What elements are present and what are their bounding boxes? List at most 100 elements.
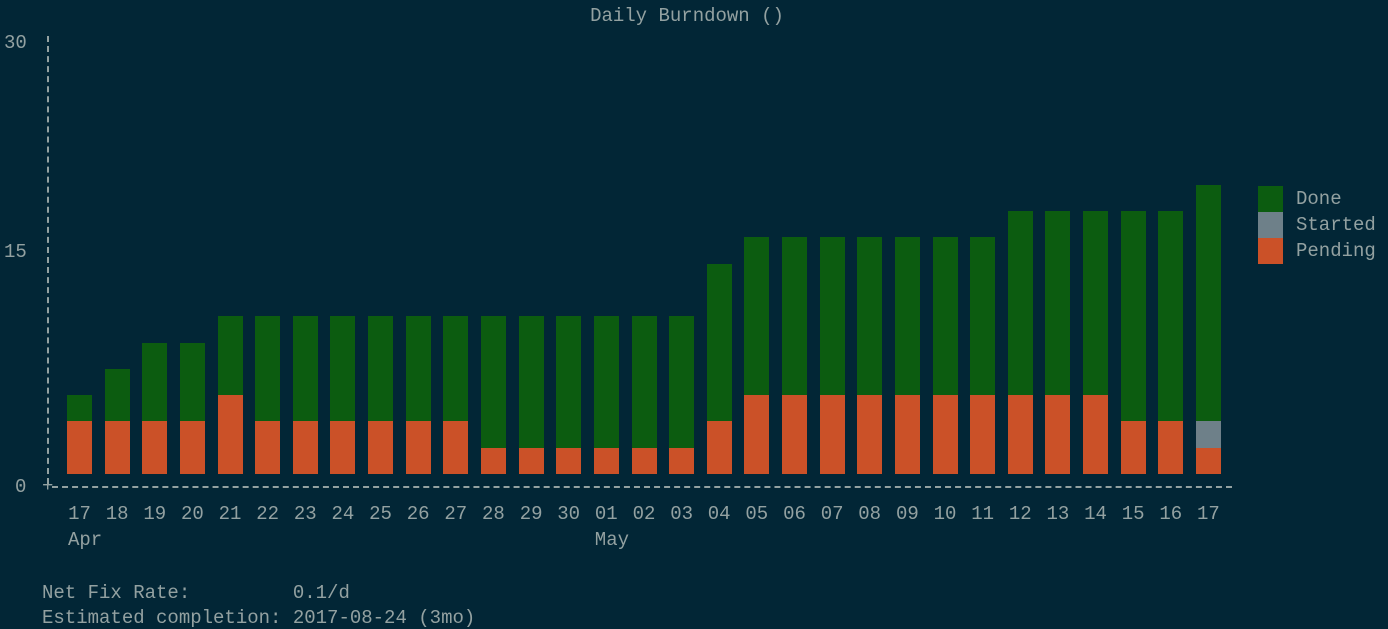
bar-pending [368, 421, 393, 474]
bar-done [669, 316, 695, 448]
x-tick-label: 12 [1008, 503, 1032, 525]
net-fix-rate: Net Fix Rate: 0.1/d [42, 582, 350, 604]
bar-done [368, 316, 393, 422]
bar-pending [1083, 395, 1108, 474]
bar-pending [1045, 395, 1071, 474]
x-tick-label: 26 [406, 503, 430, 525]
bar-pending [292, 421, 318, 474]
bar-pending [894, 395, 920, 474]
bar-pending [744, 395, 770, 474]
bar-done [932, 237, 958, 396]
bar-pending [857, 395, 883, 474]
bar-pending [255, 421, 281, 474]
bar-pending [1120, 421, 1146, 474]
bar-done [782, 237, 807, 396]
bar-done [744, 237, 770, 396]
bar-done [142, 342, 168, 422]
bar-pending [443, 421, 469, 474]
bar-done [706, 263, 732, 422]
bar-pending [782, 395, 807, 474]
x-tick-label: 06 [783, 503, 806, 525]
x-tick-label: 16 [1159, 503, 1183, 525]
bar-pending [819, 395, 845, 474]
y-tick-label: 15 [4, 241, 27, 263]
legend-swatch-started [1258, 212, 1283, 238]
bar-pending [932, 395, 958, 474]
net-fix-rate-value: 0.1/d [292, 582, 350, 604]
bar-pending [518, 447, 544, 474]
month-label: Apr [68, 529, 103, 551]
bar-pending [1158, 421, 1184, 474]
bar-started [1195, 421, 1221, 448]
bar-done [631, 316, 657, 448]
x-tick-label: 07 [820, 503, 844, 525]
x-tick-label: 25 [369, 503, 392, 525]
bar-pending [104, 421, 130, 474]
x-tick-label: 30 [557, 503, 581, 525]
x-axis [52, 486, 1232, 488]
estimated-completion-label: Estimated completion: [42, 607, 293, 629]
y-axis [47, 36, 49, 484]
estimated-completion-value: 2017-08-24 (3mo) [292, 607, 476, 629]
legend-swatch-pending [1258, 238, 1283, 264]
x-tick-label: 27 [444, 503, 468, 525]
bar-pending [405, 421, 431, 474]
bar-done [292, 316, 318, 422]
bar-pending [330, 421, 356, 474]
bar-done [857, 237, 883, 396]
x-tick-label: 17 [1196, 503, 1220, 525]
bar-done [819, 237, 845, 396]
x-tick-label: 21 [218, 503, 242, 525]
x-tick-label: 11 [971, 503, 994, 525]
bar-pending [631, 447, 657, 474]
legend-label-started: Started [1296, 214, 1376, 236]
bar-done [67, 395, 92, 422]
estimated-completion: Estimated completion: 2017-08-24 (3mo) [42, 607, 475, 629]
bar-done [443, 316, 469, 422]
month-label: May [594, 529, 630, 551]
x-tick-label: 04 [707, 503, 731, 525]
legend-label-pending: Pending [1296, 240, 1376, 262]
bar-done [1158, 211, 1184, 422]
bar-done [255, 316, 281, 422]
net-fix-rate-label: Net Fix Rate: [42, 582, 293, 604]
bar-pending [217, 395, 243, 474]
x-tick-label: 09 [895, 503, 919, 525]
bar-pending [706, 421, 732, 474]
legend-swatch-done [1258, 186, 1283, 212]
bar-pending [1007, 395, 1033, 474]
legend-label-done: Done [1296, 188, 1342, 210]
x-tick-label: 14 [1084, 503, 1107, 525]
x-tick-label: 01 [594, 503, 618, 525]
bar-pending [142, 421, 168, 474]
bar-done [104, 368, 130, 422]
x-tick-label: 19 [143, 503, 167, 525]
bar-done [179, 342, 205, 422]
x-tick-label: 03 [670, 503, 693, 525]
x-tick-label: 20 [180, 503, 204, 525]
axis-origin: + [42, 475, 54, 497]
y-tick-label: 0 [15, 476, 27, 498]
x-tick-label: 28 [481, 503, 505, 525]
bar-done [1083, 211, 1108, 396]
bar-done [480, 316, 506, 448]
bar-done [330, 316, 356, 422]
x-tick-label: 13 [1046, 503, 1070, 525]
bar-done [970, 237, 996, 396]
bar-pending [1195, 447, 1221, 474]
bar-done [405, 316, 431, 422]
x-tick-label: 17 [68, 503, 91, 525]
bar-pending [970, 395, 996, 474]
x-tick-label: 15 [1121, 503, 1145, 525]
x-tick-label: 05 [745, 503, 769, 525]
x-tick-label: 23 [293, 503, 317, 525]
bar-done [217, 316, 243, 396]
bar-done [518, 316, 544, 448]
x-tick-label: 18 [105, 503, 129, 525]
chart-title: Daily Burndown () [590, 5, 784, 27]
bar-pending [480, 447, 506, 474]
bar-done [556, 316, 582, 448]
bar-pending [669, 447, 695, 474]
x-tick-label: 24 [331, 503, 355, 525]
bar-done [1045, 211, 1071, 396]
